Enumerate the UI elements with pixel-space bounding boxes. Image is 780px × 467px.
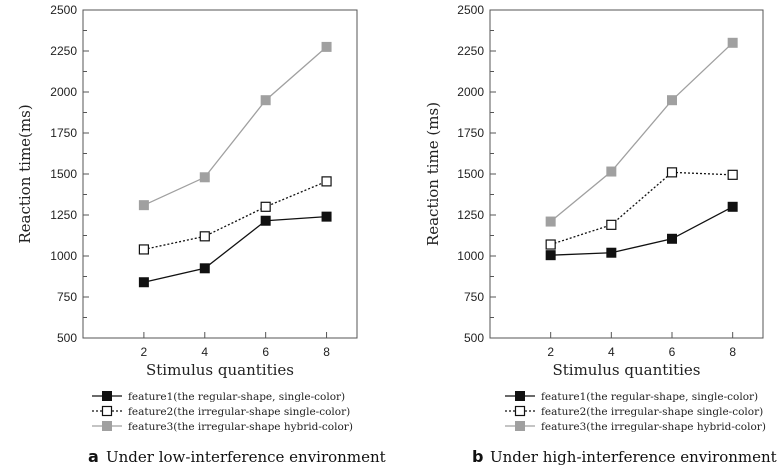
data-point <box>606 219 617 230</box>
data-point <box>321 41 332 52</box>
x-tick-label: 8 <box>729 345 736 359</box>
data-point <box>138 200 149 211</box>
x-tick-label: 6 <box>669 345 676 359</box>
y-tick-label: 1250 <box>457 208 484 222</box>
legend-entry: feature3(the irregular-shape hybrid-colo… <box>541 421 766 433</box>
data-point <box>199 172 210 183</box>
y-tick-label: 1500 <box>50 167 77 181</box>
series-line <box>545 37 738 227</box>
series-path <box>550 171 733 246</box>
x-tick-label: 8 <box>323 345 330 359</box>
legend-entry: feature1(the regular-shape, single-color… <box>128 391 345 403</box>
legend-entry: feature1(the regular-shape, single-color… <box>541 391 758 403</box>
y-tick-label: 500 <box>57 331 77 345</box>
x-axis-label: Stimulus quantities <box>552 361 700 379</box>
panel-caption: Under high-interference environment <box>490 448 777 466</box>
y-tick-label: 2000 <box>50 85 77 99</box>
legend: feature1(the regular-shape, single-color… <box>92 391 353 433</box>
series-line <box>545 201 738 261</box>
y-tick-label: 1500 <box>457 167 484 181</box>
data-point <box>260 201 271 212</box>
y-axis-label: Reaction time (ms) <box>424 102 442 246</box>
y-tick-label: 2500 <box>457 3 484 17</box>
series-path <box>550 206 733 256</box>
y-tick-label: 750 <box>464 290 484 304</box>
legend-entry: feature3(the irregular-shape hybrid-colo… <box>128 421 353 433</box>
y-tick-label: 2250 <box>50 44 77 58</box>
data-point <box>545 216 556 227</box>
x-tick-label: 4 <box>608 345 615 359</box>
y-axis-label: Reaction time(ms) <box>16 104 34 243</box>
series-line <box>138 211 332 288</box>
legend: feature1(the regular-shape, single-color… <box>505 391 766 433</box>
data-point <box>727 37 738 48</box>
panel-letter: a <box>88 447 99 466</box>
x-axis-label: Stimulus quantities <box>146 361 294 379</box>
series-path <box>143 215 327 283</box>
data-point <box>515 421 525 431</box>
data-point <box>199 263 210 274</box>
data-point <box>102 391 112 401</box>
data-point <box>321 176 332 187</box>
data-point <box>727 169 738 180</box>
x-tick-label: 2 <box>141 345 148 359</box>
data-point <box>514 405 526 417</box>
y-tick-label: 2250 <box>457 44 484 58</box>
data-point <box>138 244 149 255</box>
data-point <box>321 211 332 222</box>
panel-letter: b <box>472 447 483 466</box>
chart-panel-a: 500 750 1000 1250 1500 1750 2000 2250 2500 2 4 6 8 St… <box>16 3 386 466</box>
x-tick-label: 6 <box>262 345 269 359</box>
data-point <box>545 239 556 250</box>
y-tick-label: 1000 <box>50 249 77 263</box>
x-tick-label: 4 <box>201 345 208 359</box>
legend-entry: feature2(the irregular-shape single-colo… <box>541 406 763 418</box>
data-point <box>606 166 617 177</box>
panel-caption: Under low-interference environment <box>106 448 386 466</box>
data-point <box>260 95 271 106</box>
y-tick-label: 1000 <box>457 249 484 263</box>
y-tick-label: 1750 <box>457 126 484 140</box>
data-point <box>199 231 210 242</box>
series-path <box>143 46 327 206</box>
data-point <box>606 247 617 258</box>
y-tick-label: 1250 <box>50 208 77 222</box>
series-line <box>138 176 332 255</box>
data-point <box>727 201 738 212</box>
y-tick-label: 2000 <box>457 85 484 99</box>
data-point <box>666 167 678 178</box>
y-tick-label: 750 <box>57 290 77 304</box>
chart-panel-b: 500 750 1000 1250 1500 1750 2000 2250 2500 2 4 6 8 St… <box>424 3 777 466</box>
legend-entry: feature2(the irregular-shape single-colo… <box>128 406 350 418</box>
series-line <box>138 41 332 211</box>
x-tick-label: 2 <box>547 345 554 359</box>
series-path <box>550 42 734 223</box>
data-point <box>515 391 525 401</box>
data-point <box>545 250 556 261</box>
data-point <box>667 95 677 106</box>
y-tick-label: 500 <box>464 331 484 345</box>
series-path <box>143 180 327 251</box>
plot-frame <box>489 9 764 339</box>
plot-frame <box>82 9 358 339</box>
series-line <box>545 167 738 250</box>
y-tick-label: 1750 <box>50 126 77 140</box>
data-point <box>138 277 149 288</box>
data-point <box>260 215 271 226</box>
y-tick-label: 2500 <box>50 3 77 17</box>
data-point <box>667 233 677 244</box>
data-point <box>101 405 113 417</box>
data-point <box>102 421 112 431</box>
